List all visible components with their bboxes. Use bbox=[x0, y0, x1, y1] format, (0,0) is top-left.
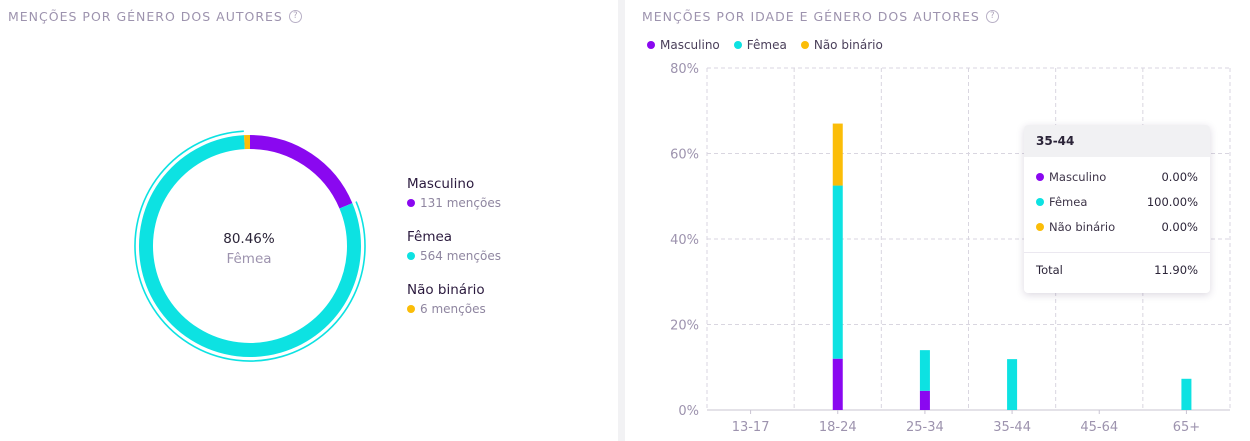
tooltip-row-label: Masculino bbox=[1049, 170, 1107, 184]
gender-panel: MENÇÕES POR GÉNERO DOS AUTORES ? 80.46% … bbox=[0, 0, 618, 441]
legend-count: 6 menções bbox=[420, 302, 486, 316]
legend-count-row: 131 menções bbox=[407, 196, 501, 210]
tooltip-row-label: Não binário bbox=[1049, 220, 1116, 234]
bar-segment[interactable] bbox=[919, 350, 930, 391]
tooltip-dot-icon bbox=[1036, 173, 1044, 181]
age-panel-title-text: MENÇÕES POR IDADE E GÉNERO DOS AUTORES bbox=[642, 9, 980, 24]
bar-segment[interactable] bbox=[832, 358, 843, 410]
tooltip-title: 35-44 bbox=[1024, 125, 1210, 157]
legend-dot-icon bbox=[407, 252, 415, 260]
tooltip-dot-icon bbox=[1036, 223, 1044, 231]
bar-legend-label: Não binário bbox=[813, 38, 883, 52]
age-gender-panel: MENÇÕES POR IDADE E GÉNERO DOS AUTORES ?… bbox=[625, 0, 1250, 441]
x-tick-label: 25-34 bbox=[906, 420, 944, 435]
tooltip-row-value: 0.00% bbox=[1161, 170, 1198, 184]
donut-slice-highlight bbox=[134, 130, 366, 362]
y-tick-label: 60% bbox=[670, 148, 699, 163]
tooltip-row-masculino: Masculino 0.00% bbox=[1036, 170, 1198, 184]
gender-panel-title-text: MENÇÕES POR GÉNERO DOS AUTORES bbox=[8, 9, 283, 24]
y-tick-label: 0% bbox=[678, 404, 699, 419]
tooltip-divider bbox=[1024, 252, 1210, 253]
y-tick-label: 40% bbox=[670, 233, 699, 248]
x-tick-label: 45-64 bbox=[1080, 420, 1118, 435]
bar-legend-label: Masculino bbox=[660, 38, 720, 52]
tooltip-row-label-wrap: Masculino bbox=[1036, 170, 1106, 184]
tooltip-row-value: 0.00% bbox=[1161, 220, 1198, 234]
legend-name: Masculino bbox=[407, 176, 475, 192]
y-tick-label: 80% bbox=[670, 62, 699, 77]
legend-dot-icon bbox=[800, 41, 809, 49]
x-tick-label: 35-44 bbox=[993, 420, 1031, 435]
tooltip-total-value: 11.90% bbox=[1154, 263, 1198, 277]
legend-name: Não binário bbox=[407, 282, 485, 298]
tooltip-row-femea: Fêmea 100.00% bbox=[1036, 195, 1198, 209]
bar-legend-item-femea[interactable]: Fêmea bbox=[733, 38, 787, 52]
bar-legend-item-masculino[interactable]: Masculino bbox=[647, 38, 720, 52]
legend-item-masculino[interactable]: Masculino 131 menções bbox=[407, 176, 501, 210]
donut-slice-1[interactable] bbox=[139, 135, 361, 357]
help-icon[interactable]: ? bbox=[288, 10, 302, 23]
bar-legend-item-nao-binario[interactable]: Não binário bbox=[800, 38, 883, 52]
legend-count: 131 menções bbox=[420, 196, 501, 210]
x-tick-label: 13-17 bbox=[732, 420, 770, 435]
x-tick-label: 65+ bbox=[1173, 420, 1200, 435]
tooltip-total-label: Total bbox=[1036, 263, 1063, 277]
legend-dot-icon bbox=[407, 199, 415, 207]
bar-legend-label: Fêmea bbox=[746, 38, 787, 52]
tooltip-total-row: Total 11.90% bbox=[1036, 263, 1198, 277]
gender-panel-title: MENÇÕES POR GÉNERO DOS AUTORES ? bbox=[8, 9, 302, 24]
donut-center-percent: 80.46% bbox=[223, 231, 275, 247]
bar-segment[interactable] bbox=[832, 123, 843, 186]
bar-segment[interactable] bbox=[919, 390, 930, 410]
tooltip-dot-icon bbox=[1036, 198, 1044, 206]
tooltip-row-value: 100.00% bbox=[1146, 195, 1198, 209]
x-tick-label: 18-24 bbox=[819, 420, 857, 435]
legend-item-femea[interactable]: Fêmea 564 menções bbox=[407, 229, 501, 263]
legend-count-row: 564 menções bbox=[407, 249, 501, 263]
donut-center-label: Fêmea bbox=[226, 251, 272, 267]
gender-donut-chart bbox=[134, 130, 366, 362]
help-icon[interactable]: ? bbox=[985, 10, 999, 23]
y-tick-label: 20% bbox=[670, 319, 699, 334]
tooltip-row-label: Fêmea bbox=[1049, 195, 1088, 209]
chart-tooltip: 35-44 Masculino 0.00% Fêmea 100.00% Não … bbox=[1024, 125, 1210, 293]
donut-slice-0[interactable] bbox=[249, 135, 353, 209]
legend-count-row: 6 menções bbox=[407, 302, 486, 316]
age-panel-title: MENÇÕES POR IDADE E GÉNERO DOS AUTORES ? bbox=[642, 9, 999, 24]
bar-segment[interactable] bbox=[1181, 378, 1192, 410]
legend-name: Fêmea bbox=[407, 229, 453, 245]
legend-item-nao-binario[interactable]: Não binário 6 menções bbox=[407, 282, 486, 316]
bar-segment[interactable] bbox=[832, 185, 843, 359]
legend-dot-icon bbox=[407, 305, 415, 313]
bar-chart-legend: Masculino Fêmea Não binário bbox=[647, 38, 883, 52]
legend-count: 564 menções bbox=[420, 249, 501, 263]
legend-dot-icon bbox=[733, 41, 742, 49]
legend-dot-icon bbox=[647, 41, 655, 49]
tooltip-row-label-wrap: Não binário bbox=[1036, 220, 1115, 234]
tooltip-row-label-wrap: Fêmea bbox=[1036, 195, 1087, 209]
bar-segment[interactable] bbox=[1007, 359, 1018, 410]
tooltip-row-nao-binario: Não binário 0.00% bbox=[1036, 220, 1198, 234]
